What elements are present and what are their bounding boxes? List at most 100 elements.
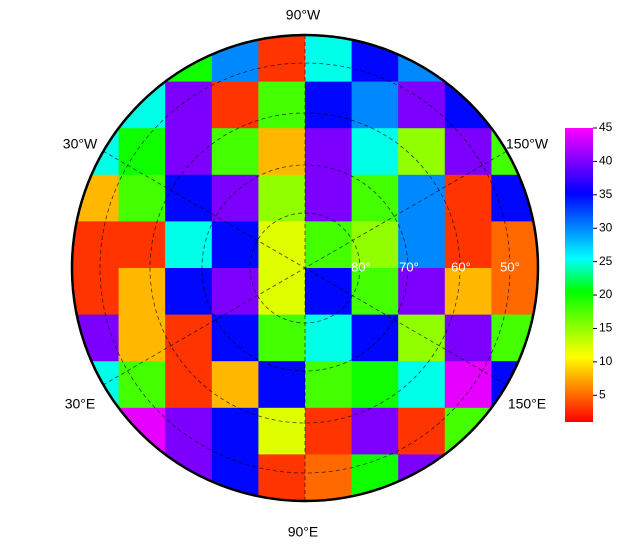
cell: [444, 314, 492, 362]
cell: [351, 128, 399, 176]
cell: [491, 35, 538, 83]
colorbar-tick-label: 15: [599, 321, 613, 335]
cell: [491, 407, 538, 455]
cell: [305, 454, 353, 501]
cell: [305, 314, 353, 362]
cell: [398, 407, 446, 455]
cell: [305, 174, 353, 222]
cell: [165, 221, 213, 269]
cell: [211, 268, 259, 316]
colorbar-tick-label: 35: [599, 187, 613, 201]
lon-label: 150°E: [508, 396, 546, 412]
cell: [491, 221, 538, 269]
lon-label: 30°W: [63, 136, 98, 152]
cell: [258, 174, 306, 222]
cell: [72, 407, 120, 455]
lon-label: 90°E: [288, 524, 319, 540]
cell: [258, 407, 306, 455]
cell: [444, 361, 492, 409]
cell: [165, 81, 213, 129]
lat-label: 80°: [351, 259, 371, 274]
lon-label: 90°W: [286, 7, 321, 23]
cell: [444, 35, 492, 83]
cell: [258, 81, 306, 129]
cell: [351, 268, 399, 316]
cell: [72, 81, 120, 129]
cell: [351, 314, 399, 362]
cell: [398, 268, 446, 316]
cell: [165, 268, 213, 316]
cell: [211, 361, 259, 409]
cell: [305, 268, 353, 316]
cell: [118, 268, 166, 316]
cell: [444, 454, 492, 501]
colorbar-tick-label: 45: [599, 120, 613, 134]
cell: [211, 81, 259, 129]
cell: [118, 81, 166, 129]
lat-label: 60°: [451, 259, 471, 274]
colorbar: [565, 128, 593, 422]
cell: [351, 407, 399, 455]
cell: [72, 221, 120, 269]
cell: [491, 268, 538, 316]
cell: [398, 81, 446, 129]
cell: [491, 454, 538, 501]
cell: [118, 174, 166, 222]
cell: [305, 407, 353, 455]
cell: [165, 314, 213, 362]
cell: [444, 221, 492, 269]
lat-label: 70°: [399, 259, 419, 274]
lon-label: 150°W: [506, 136, 549, 152]
cell: [165, 128, 213, 176]
map-border: [70, 33, 540, 503]
graticule: [99, 35, 511, 501]
cell: [211, 221, 259, 269]
cell: [118, 128, 166, 176]
cell: [305, 128, 353, 176]
cell: [351, 174, 399, 222]
cell: [258, 454, 306, 501]
cell: [258, 35, 306, 83]
cell: [305, 81, 353, 129]
colorbar-tick-label: 25: [599, 254, 613, 268]
cell: [398, 128, 446, 176]
cell: [351, 361, 399, 409]
cell: [444, 174, 492, 222]
cell: [72, 454, 120, 501]
cell: [398, 314, 446, 362]
cell: [72, 35, 120, 83]
cell: [305, 221, 353, 269]
cell: [165, 407, 213, 455]
cell: [491, 81, 538, 129]
cell: [118, 35, 166, 83]
cell: [165, 174, 213, 222]
cell: [211, 128, 259, 176]
lon-label: 30°E: [65, 396, 96, 412]
cell: [398, 174, 446, 222]
cell: [305, 35, 353, 83]
colorbar-tick-label: 20: [599, 287, 613, 301]
cell: [211, 174, 259, 222]
cell: [118, 361, 166, 409]
cell: [398, 361, 446, 409]
colorbar-tick-label: 30: [599, 220, 613, 234]
cell: [211, 407, 259, 455]
lat-label: 50°: [500, 259, 520, 274]
cell: [118, 314, 166, 362]
cell: [398, 221, 446, 269]
cell: [118, 454, 166, 501]
cell: [165, 361, 213, 409]
cell: [305, 361, 353, 409]
cell: [258, 361, 306, 409]
cell: [444, 268, 492, 316]
cell: [444, 128, 492, 176]
cell: [258, 221, 306, 269]
cell: [351, 81, 399, 129]
colorbar-tick-label: 10: [599, 354, 613, 368]
cell: [258, 128, 306, 176]
cell: [72, 268, 120, 316]
colorbar-tick-label: 5: [599, 387, 606, 401]
cell: [258, 268, 306, 316]
colorbar-tick-label: 40: [599, 154, 613, 168]
